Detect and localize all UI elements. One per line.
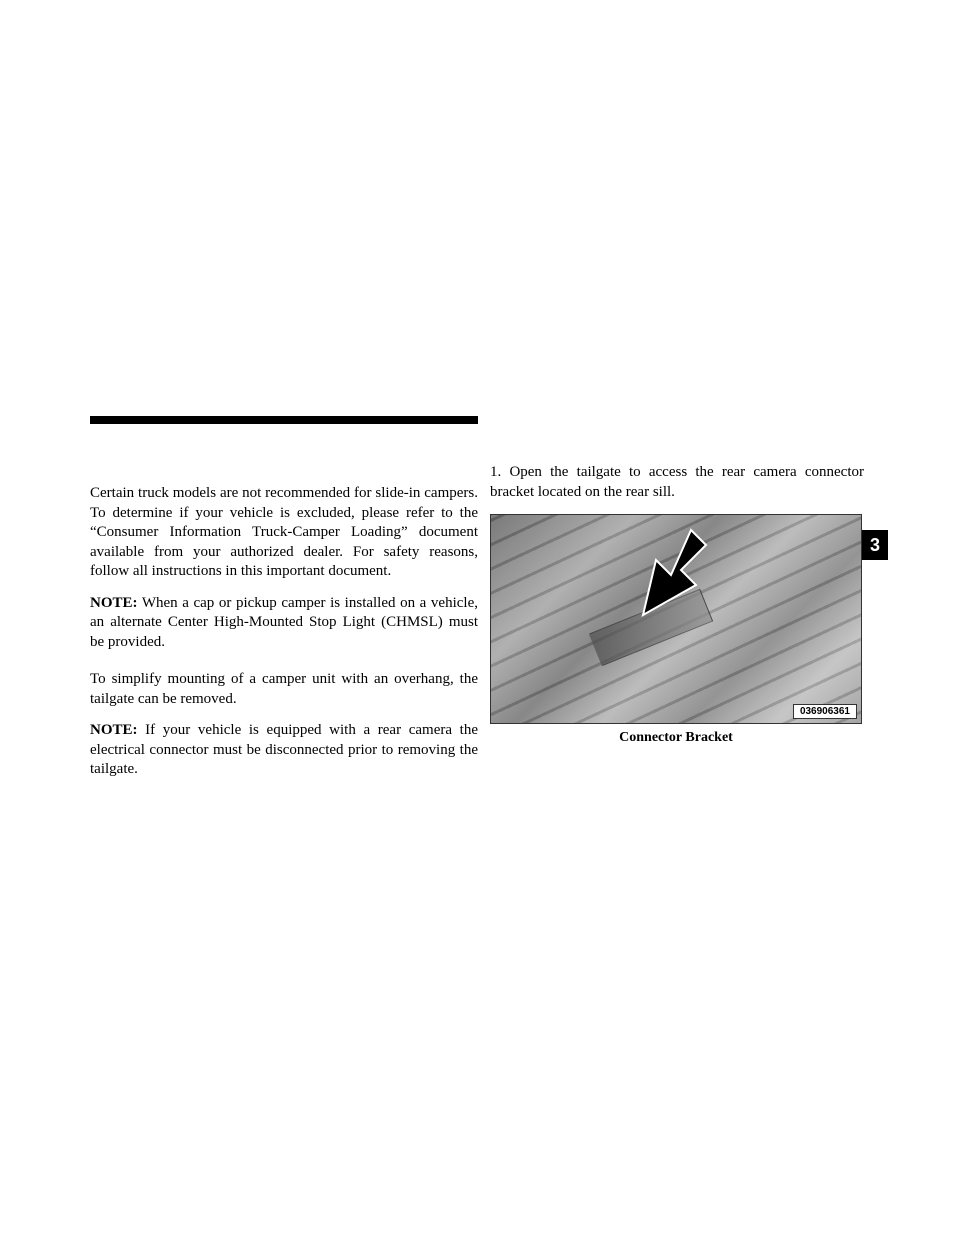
section-number: 3 <box>870 535 880 556</box>
rear-camera-note-body: If your vehicle is equipped with a rear … <box>90 722 478 777</box>
section-number-tab: 3 <box>862 530 888 560</box>
image-id-label: 036906361 <box>793 704 857 719</box>
connector-bracket-figure: 036906361 Connector Bracket <box>490 514 862 746</box>
right-column: 1. Open the tailgate to access the rear … <box>490 463 864 746</box>
connector-bracket-image: 036906361 <box>490 514 862 724</box>
step-1-paragraph: 1. Open the tailgate to access the rear … <box>490 463 864 502</box>
chmsl-note-paragraph: NOTE: When a cap or pickup camper is ins… <box>90 594 478 653</box>
rear-camera-note-paragraph: NOTE: If your vehicle is equipped with a… <box>90 721 478 780</box>
pointer-arrow-icon <box>621 525 721 635</box>
tailgate-removal-paragraph: To simplify mounting of a camper unit wi… <box>90 670 478 709</box>
chmsl-note-body: When a cap or pickup camper is installed… <box>90 595 478 650</box>
camper-recommendation-paragraph: Certain truck models are not recommended… <box>90 484 478 582</box>
left-column: Certain truck models are not recommended… <box>90 484 478 792</box>
note-label: NOTE: <box>90 595 138 611</box>
figure-caption: Connector Bracket <box>490 730 862 746</box>
note-label: NOTE: <box>90 722 138 738</box>
section-divider-bar <box>90 416 478 424</box>
